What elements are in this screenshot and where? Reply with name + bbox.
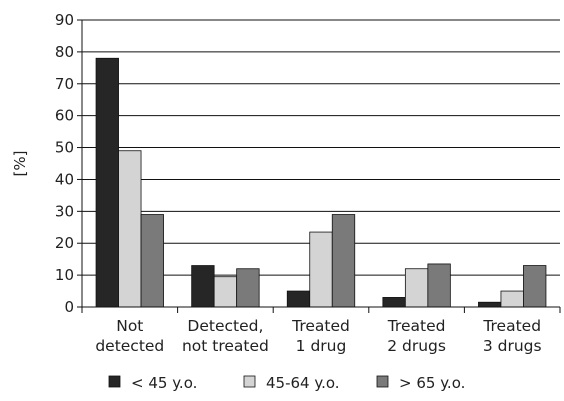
x-tick-label-0: Not detected <box>95 317 164 355</box>
bar-2-0 <box>286 290 311 308</box>
legend: < 45 y.o. 45-64 y.o. > 65 y.o. <box>108 374 465 392</box>
bar-0-0 <box>95 57 119 308</box>
legend-label-2: > 65 y.o. <box>399 374 465 392</box>
y-tick-label-70: 70 <box>55 75 74 93</box>
y-tick-label-60: 60 <box>55 107 74 125</box>
y-axis-ticks: 0 10 20 30 40 50 60 70 80 90 <box>55 11 82 316</box>
y-tick-label-50: 50 <box>55 139 74 157</box>
y-tick-label-30: 30 <box>55 202 74 220</box>
bar-0-1 <box>118 150 142 308</box>
x-axis-labels: Not detected Detected, not treated Treated 1 … <box>95 317 541 355</box>
bar-0-2 <box>140 214 164 308</box>
bar-3-1 <box>404 268 429 308</box>
legend-swatch-0 <box>108 375 121 388</box>
bars <box>95 57 547 308</box>
y-tick-label-90: 90 <box>55 11 74 29</box>
bar-1-1 <box>213 276 238 308</box>
x-tick-label-1: Detected, not treated <box>182 317 269 355</box>
bar-1-2 <box>236 268 260 308</box>
legend-label-0: < 45 y.o. <box>131 374 197 392</box>
x-tick-label-2: Treated 1 drug <box>291 317 350 355</box>
bar-1-0 <box>191 265 215 308</box>
axes <box>81 20 561 313</box>
bar-3-2 <box>427 263 451 308</box>
legend-swatch-2 <box>376 375 389 388</box>
bar-2-1 <box>309 231 333 308</box>
bar-4-2 <box>523 265 547 308</box>
y-tick-label-20: 20 <box>55 234 74 252</box>
legend-swatch-1 <box>243 375 256 388</box>
y-axis-title: [%] <box>11 151 29 177</box>
bar-2-2 <box>331 214 356 308</box>
y-tick-label-0: 0 <box>64 298 74 316</box>
bar-4-1 <box>500 290 524 308</box>
bar-3-0 <box>382 297 406 308</box>
x-tick-label-3: Treated 2 drugs <box>387 317 446 355</box>
y-tick-label-80: 80 <box>55 43 74 61</box>
legend-label-1: 45-64 y.o. <box>266 374 340 392</box>
bar-4-0 <box>478 301 502 308</box>
x-tick-label-4: Treated 3 drugs <box>482 317 541 355</box>
y-tick-label-40: 40 <box>55 170 74 188</box>
y-tick-label-10: 10 <box>55 266 74 284</box>
